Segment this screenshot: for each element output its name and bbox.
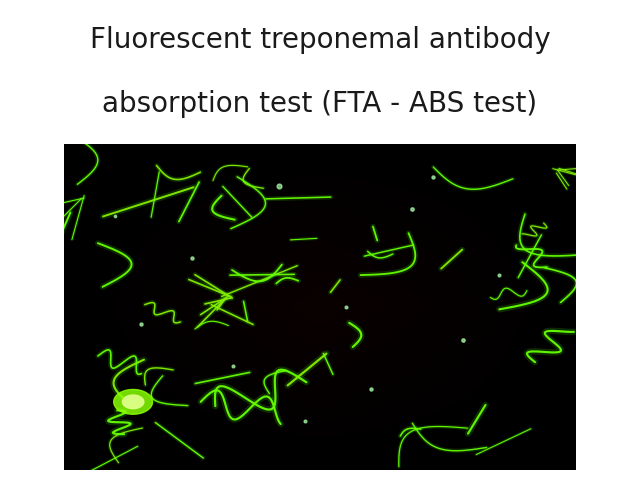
Point <box>274 182 284 190</box>
Text: Fluorescent treponemal antibody: Fluorescent treponemal antibody <box>90 26 550 54</box>
Point <box>300 418 310 425</box>
Polygon shape <box>114 389 152 414</box>
Text: absorption test (FTA - ABS test): absorption test (FTA - ABS test) <box>102 90 538 118</box>
Polygon shape <box>122 395 144 408</box>
Point <box>428 173 438 180</box>
Point <box>228 362 238 370</box>
Point <box>110 212 120 220</box>
Point <box>366 385 376 393</box>
Point <box>458 336 468 344</box>
Point <box>136 320 146 327</box>
Point <box>407 205 417 213</box>
Point <box>340 303 351 311</box>
Point <box>494 271 504 278</box>
Point <box>187 254 197 262</box>
